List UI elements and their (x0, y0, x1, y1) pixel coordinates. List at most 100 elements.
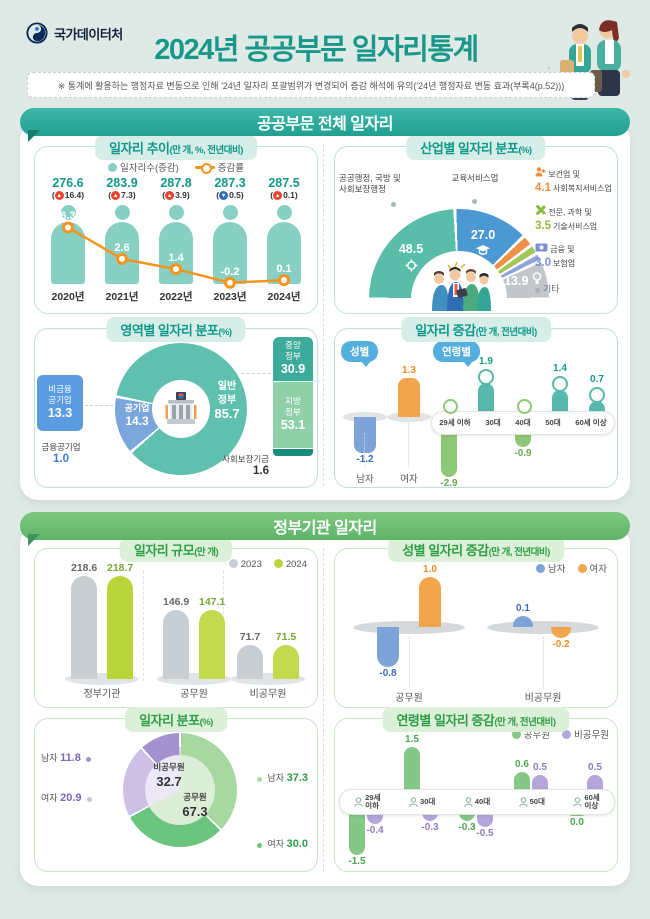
industry-label-finance: 금융 및 3.0 보험업 (535, 243, 576, 269)
person-head-icon (478, 368, 494, 385)
panel-job-change: 일자리 증감(만 개, 전년대비) 성별 -1.2 1.3 남자 여자 연령별 … (334, 317, 618, 488)
cat-civil: 공무원 (180, 689, 208, 700)
workers-illustration (542, 14, 634, 113)
label-noncivil-female: 여자 20.9 (41, 791, 95, 804)
age-bar (552, 390, 568, 411)
panel-title: 성별 일자리 증감(만 개, 전년대비) (388, 537, 564, 562)
tools-icon (536, 205, 546, 215)
divider (323, 548, 324, 872)
male-bar (354, 417, 376, 453)
connector-dash (85, 405, 113, 406)
nonfinancial-corp-box: 비금융 공기업 13.3 (37, 375, 83, 431)
leader-dot (86, 757, 92, 762)
civil-male-col: -0.8 (377, 627, 399, 681)
label-civil-female: 여자 30.0 (257, 837, 308, 850)
down-arrow-icon: ▼ (219, 191, 229, 201)
age-bubble: 연령별 (433, 341, 480, 367)
u29-noncivil-col: -0.4 (366, 813, 384, 838)
age-legend: 공무원 비공무원 (511, 727, 609, 741)
person-icon (518, 797, 528, 807)
person-head-icon (589, 386, 605, 403)
age-col-30s: 1.9 (478, 355, 494, 411)
up-arrow-icon: ▲ (273, 191, 283, 201)
slice-general-gov: 일반 정부 85.7 (214, 381, 240, 421)
taegeuk-icon (26, 22, 48, 44)
leader-dot (87, 797, 93, 802)
rate-value: 1.4 (168, 252, 184, 265)
noncivil-male-col: 0.1 (513, 602, 533, 627)
person-head-icon (114, 205, 130, 220)
industry-label-admin: 공공행정, 국방 및 사회보장행정 (339, 173, 401, 195)
social-security-label: 사회보장기금 1.6 (222, 454, 269, 477)
age-bar (515, 433, 531, 447)
civil-female-col: 1.0 (419, 563, 441, 627)
person-head-icon (60, 205, 76, 220)
s60-noncivil-col: 0.5 (587, 761, 603, 789)
person-icon (463, 797, 473, 807)
trend-col-2024: 287.5 (▲ 0.1) 2024년 (267, 176, 301, 303)
leader-dot (257, 843, 262, 848)
gov-building-icon (165, 392, 197, 424)
rate-value: 2.6 (114, 241, 130, 254)
banknote-icon (535, 243, 548, 252)
bar-civil-2024: 147.1 (199, 596, 225, 679)
panel-title: 일자리 분포(%) (125, 707, 227, 732)
scale-legend: 2023 2024 (228, 559, 307, 570)
s40-civil-col: -0.3 (458, 813, 476, 835)
inner-civil-label: 공무원 67.3 (182, 792, 208, 819)
panel-title: 영역별 일자리 분포(%) (106, 317, 246, 342)
person-icon (573, 797, 583, 807)
trend-legend: 일자리수(증감) 증감률 (35, 160, 317, 174)
rate-line-icon (194, 163, 215, 174)
local-gov-box: 지방 정부 53.1 (273, 382, 313, 448)
person-head-icon (517, 399, 532, 414)
rate-value: 0.1 (276, 263, 292, 276)
age-bar (478, 382, 494, 411)
age-axis-strip: 29세 이하 30대 40대 50대 60세 이상 (339, 789, 615, 815)
slice-value-admin: 48.5 (391, 242, 431, 276)
legend-female-icon (577, 564, 587, 573)
legend-male-icon (536, 564, 546, 573)
s30-noncivil-col: -0.3 (421, 813, 439, 835)
legend-civil-icon (511, 730, 521, 739)
panel-title: 일자리 규모(만 개) (119, 537, 233, 562)
slice-public-corp: 공기업 14.3 (124, 403, 150, 428)
section-banner-public: 공공부문 전체 일자리 (20, 108, 630, 142)
people-illustration (429, 261, 491, 316)
rate-value: 6.3 (60, 210, 76, 223)
female-label: 여자 (400, 474, 418, 485)
person-head-icon (552, 376, 568, 392)
central-gov-box: 중앙 정부 30.9 (273, 337, 313, 381)
rate-value: -0.2 (220, 265, 240, 278)
trend-bar (51, 222, 85, 284)
panel-title: 산업별 일자리 분포(%) (406, 135, 546, 160)
note-text: ※ 통계에 활용하는 행정자료 변동으로 인해 '24년 일자리 포괄범위가 변… (57, 80, 565, 91)
person-icon (354, 797, 363, 807)
u29-civil-col: -1.5 (348, 813, 366, 869)
female-bar (398, 378, 420, 417)
trend-col-2021: 283.9 (▲ 7.3) 2021년 (105, 176, 139, 303)
lightbulb-icon (532, 272, 542, 284)
age-bar (589, 400, 605, 411)
section-public-card: 일자리 추이(만 개, %, 전년대비) 일자리수(증감) 증감률 276.6 … (20, 122, 630, 500)
panel-title: 일자리 추이(만 개, %, 전년대비) (95, 135, 257, 160)
s50-civil-col: 0.6 (514, 758, 530, 789)
female-change-col: 1.3 (398, 364, 420, 417)
inner-noncivil-label: 비공무원 32.7 (153, 762, 185, 789)
cat-noncivil: 비공무원 (249, 689, 287, 700)
leader-dot (391, 202, 396, 207)
up-arrow-icon: ▲ (54, 191, 64, 201)
industry-label-etc: 기타 (535, 283, 615, 295)
age-axis-strip: 29세 이하 30대 40대 50대 60세 이상 (431, 411, 615, 435)
age-col-over60: 0.7 (589, 373, 605, 411)
person-head-icon (222, 205, 238, 220)
bar-noncivil-2024: 71.5 (273, 631, 299, 679)
panel-title: 일자리 증감(만 개, 전년대비) (401, 317, 551, 342)
panel-title: 연령별 일자리 증감(만 개, 전년대비) (382, 707, 570, 732)
connector-dash (241, 373, 271, 374)
s30-civil-col: 1.5 (404, 733, 420, 789)
industry-label-education: 교육서비스업 (451, 173, 499, 183)
up-arrow-icon: ▲ (111, 191, 121, 201)
cat-gov: 정부기관 (83, 689, 121, 700)
person-icon (409, 797, 418, 807)
